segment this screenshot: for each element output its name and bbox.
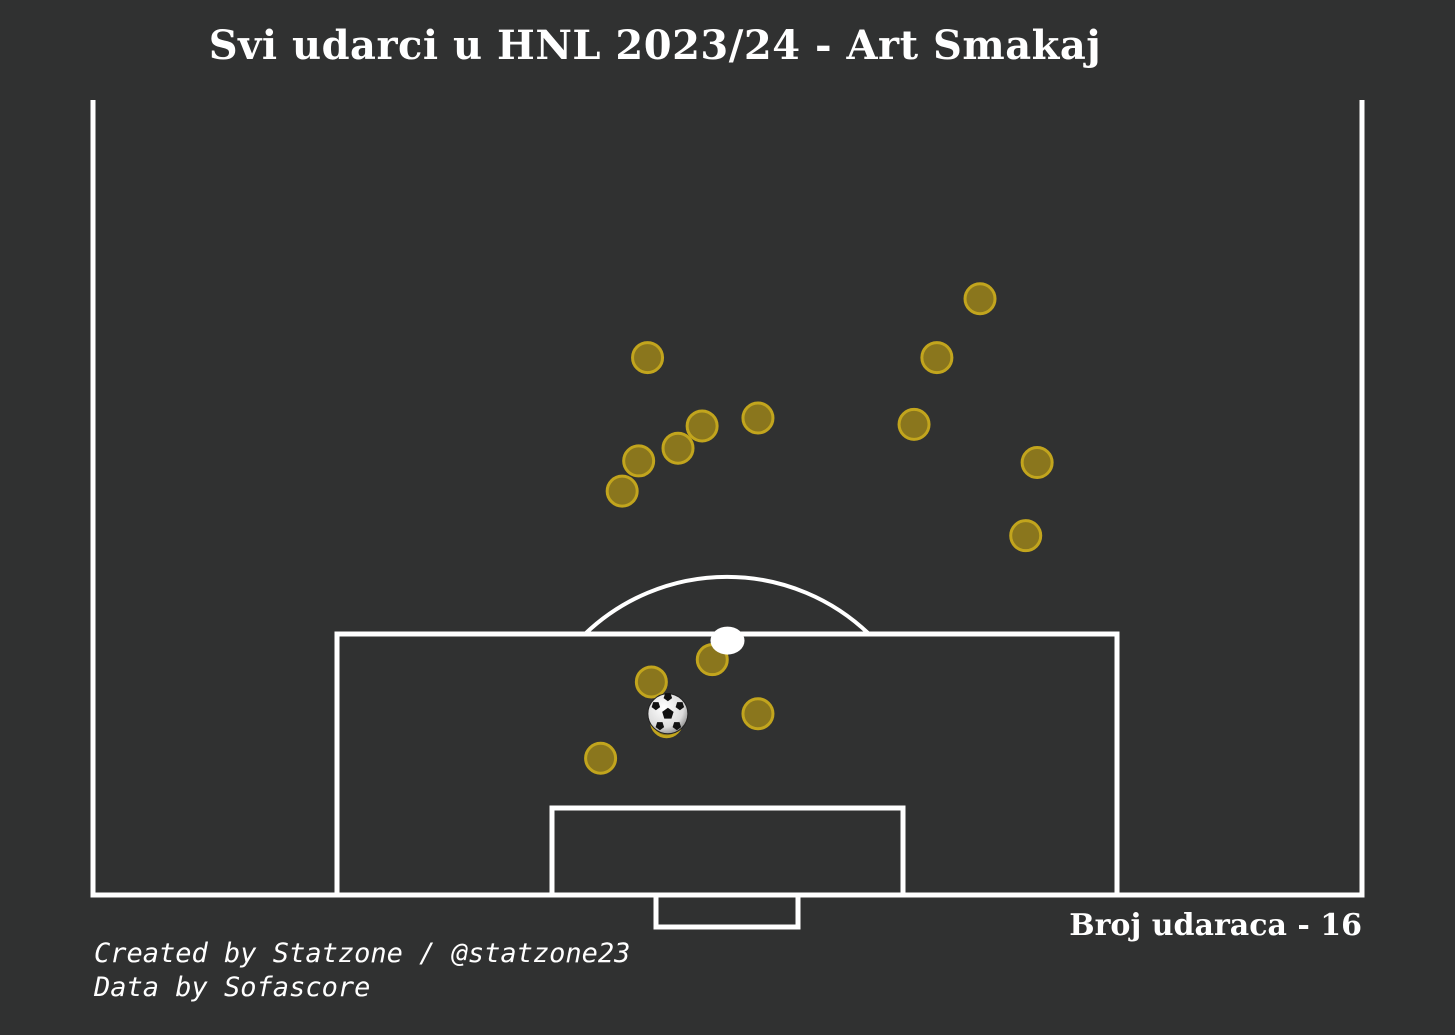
shot-point	[584, 741, 618, 775]
shot-point	[920, 341, 954, 375]
shot-point	[631, 341, 665, 375]
shot-point	[685, 409, 719, 443]
chart-title: Svi udarci u HNL 2023/24 - Art Smakaj	[208, 22, 1102, 69]
credit-line: Created by Statzone / @statzone23	[94, 938, 631, 969]
shot-point	[963, 282, 997, 316]
football-patch	[675, 702, 685, 711]
football-patch	[651, 702, 661, 711]
goal	[653, 895, 801, 930]
shot-point	[605, 474, 639, 508]
shot-point	[897, 407, 931, 441]
football-patch	[672, 722, 682, 731]
shot-point	[741, 697, 775, 731]
shot-count-label: Broj udaraca - 16	[1069, 908, 1362, 943]
shot-point	[741, 401, 775, 435]
penalty-area	[334, 631, 1120, 895]
shot-point	[1020, 446, 1054, 480]
penalty-arc	[583, 574, 871, 636]
shot-point	[634, 665, 668, 699]
pitch-boundary	[90, 100, 1365, 898]
shot-point	[661, 431, 695, 465]
football-icon	[647, 693, 689, 735]
data-source-line: Data by Sofascore	[94, 972, 371, 1003]
shot-point	[622, 444, 656, 478]
football-patch	[655, 722, 665, 731]
pitch-markings	[90, 100, 1365, 930]
football-patch	[662, 707, 674, 719]
shots-layer	[584, 282, 1054, 775]
six-yard-box	[549, 805, 906, 895]
football-patch	[663, 693, 673, 702]
shot-point	[1009, 519, 1043, 553]
goal-point	[710, 626, 745, 655]
